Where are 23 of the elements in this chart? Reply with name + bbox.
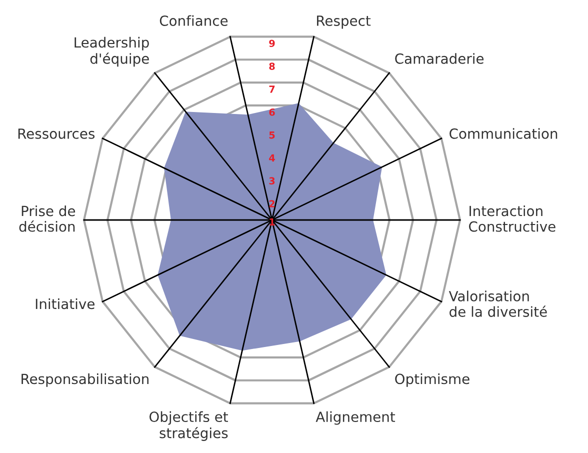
spoke-label: Responsabilisation <box>22 373 148 387</box>
spoke-label: Interaction Constructive <box>469 206 556 232</box>
spoke-label: Ressources <box>18 128 95 139</box>
y-tick-label: 2 <box>269 200 275 208</box>
spoke-label: Optimisme <box>395 373 470 387</box>
spoke-label: Prise de décision <box>19 206 76 232</box>
spoke-label: Alignement <box>316 411 396 425</box>
y-tick-label: 7 <box>269 86 275 93</box>
y-tick-label: 9 <box>269 40 275 48</box>
y-tick-label: 3 <box>269 177 275 185</box>
spoke-label: Leadership d'équipe <box>74 36 149 67</box>
y-tick-label: 5 <box>269 131 275 139</box>
spoke-label: Confiance <box>160 15 228 26</box>
spoke-label: Objectifs et stratégies <box>149 411 228 441</box>
y-tick-label: 4 <box>269 154 275 162</box>
y-tick-label: 1 <box>270 218 275 226</box>
spoke-label: Initiative <box>36 298 94 310</box>
y-tick-label: 8 <box>269 62 275 70</box>
spoke-label: Respect <box>317 16 371 29</box>
spoke-label: Valorisation de la diversité <box>448 290 547 317</box>
y-tick-label: 6 <box>269 108 275 116</box>
spoke-label: Communication <box>450 128 558 139</box>
spoke-label: Camaraderie <box>395 53 484 64</box>
